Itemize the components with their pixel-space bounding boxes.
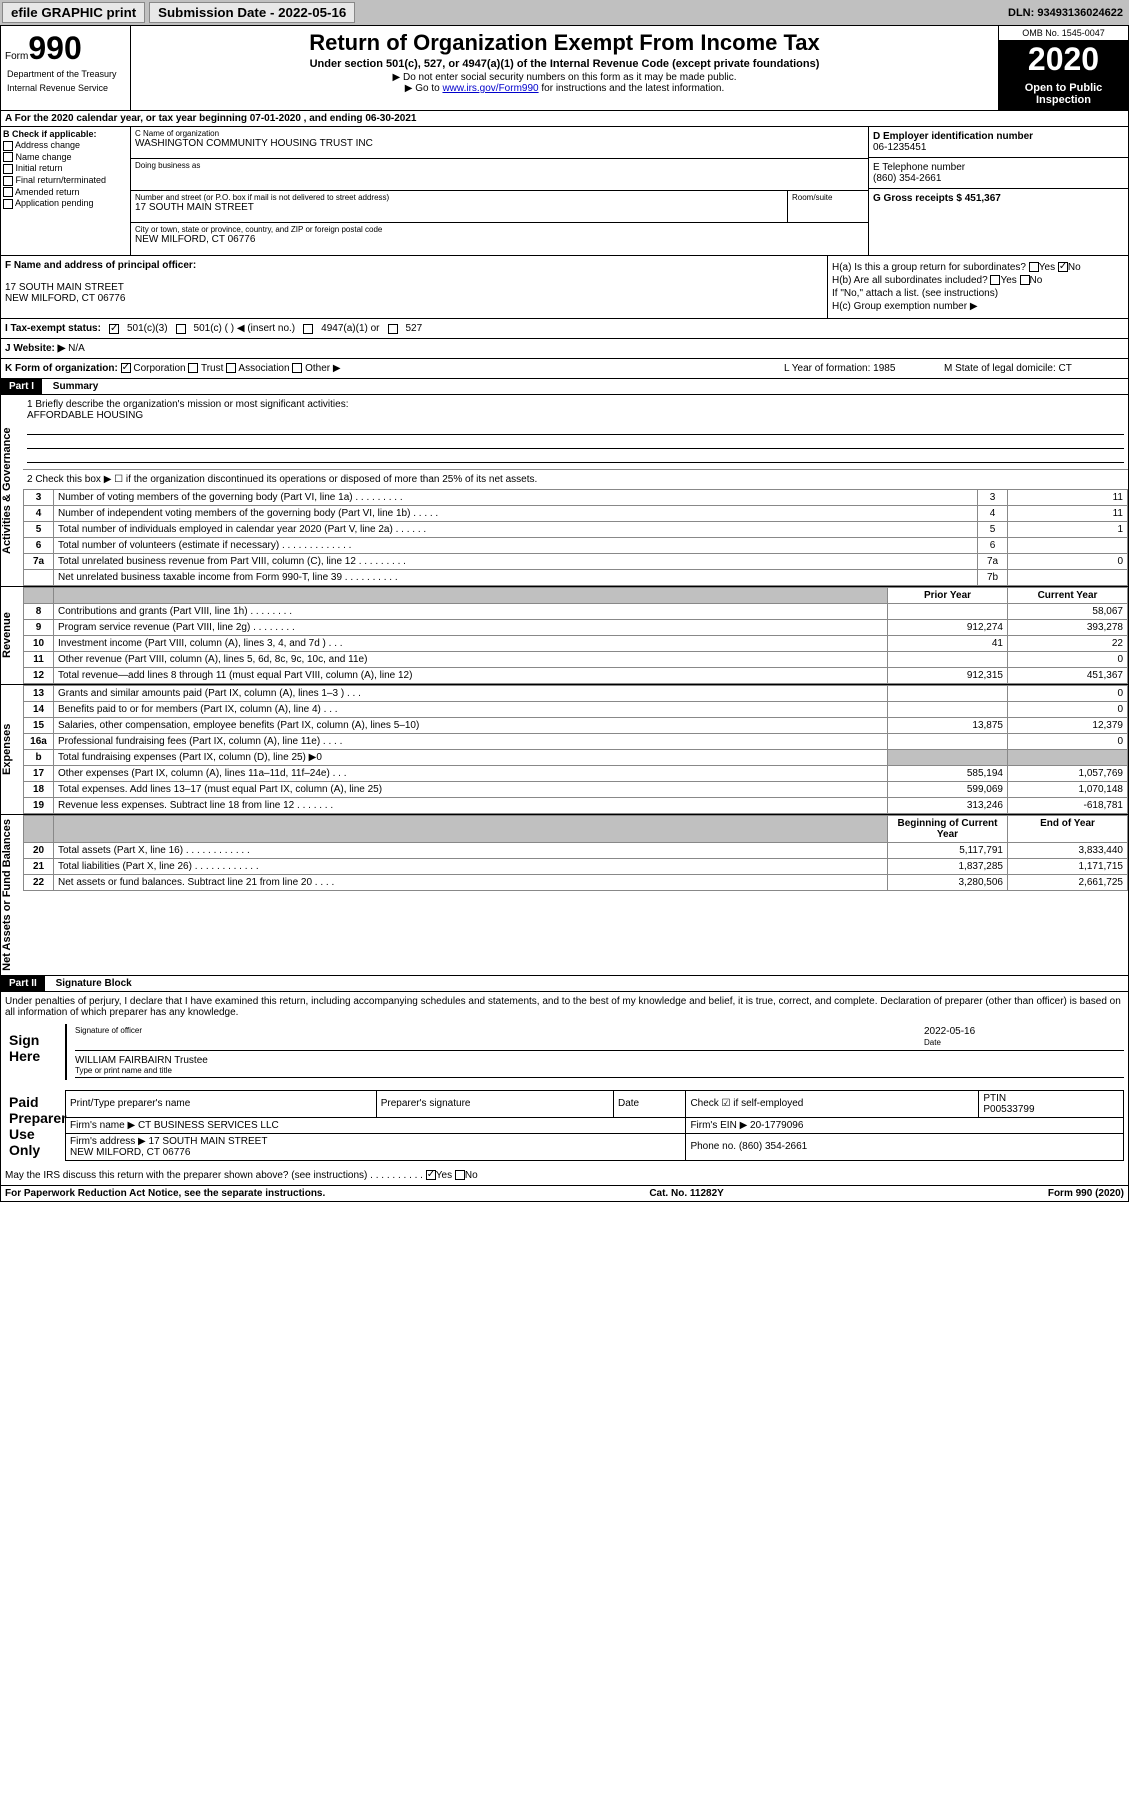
discuss-no-checkbox[interactable] <box>455 1170 465 1180</box>
cat-number: Cat. No. 11282Y <box>649 1188 723 1199</box>
hc-label: H(c) Group exemption number ▶ <box>832 301 1124 312</box>
year-formation: L Year of formation: 1985 <box>784 363 944 374</box>
submission-date-button[interactable]: Submission Date - 2022-05-16 <box>149 2 355 23</box>
self-employed: Check ☑ if self-employed <box>686 1090 979 1117</box>
check-option[interactable]: Name change <box>3 152 128 163</box>
check-option[interactable]: Initial return <box>3 163 128 174</box>
paid-preparer-label: Paid Preparer Use Only <box>5 1086 65 1166</box>
vert-revenue: Revenue <box>1 587 23 684</box>
efile-print-button[interactable]: efile GRAPHIC print <box>2 2 145 23</box>
527-checkbox[interactable] <box>388 324 398 334</box>
prep-name-label: Print/Type preparer's name <box>66 1090 377 1117</box>
ein-value: 06-1235451 <box>873 142 926 153</box>
city-label: City or town, state or province, country… <box>135 225 864 234</box>
hb-no-checkbox[interactable] <box>1020 275 1030 285</box>
section-k-label: K Form of organization: <box>5 363 118 374</box>
part-ii-title: Signature Block <box>56 978 132 989</box>
sig-date: 2022-05-16 <box>924 1026 975 1037</box>
k-checkbox[interactable] <box>188 363 198 373</box>
officer-addr2: NEW MILFORD, CT 06776 <box>5 293 125 304</box>
firm-name: CT BUSINESS SERVICES LLC <box>138 1120 279 1131</box>
perjury-text: Under penalties of perjury, I declare th… <box>5 996 1124 1018</box>
dept-irs: Internal Revenue Service <box>5 81 135 95</box>
check-option[interactable]: Final return/terminated <box>3 175 128 186</box>
firm-addr1: 17 SOUTH MAIN STREET <box>149 1136 268 1147</box>
k-checkbox[interactable] <box>121 363 131 373</box>
prep-date-label: Date <box>613 1090 685 1117</box>
form-number: 990 <box>28 30 81 66</box>
sign-here-label: Sign Here <box>5 1024 65 1080</box>
state-domicile: M State of legal domicile: CT <box>944 363 1124 374</box>
hb-yes-checkbox[interactable] <box>990 275 1000 285</box>
paperwork-notice: For Paperwork Reduction Act Notice, see … <box>5 1188 325 1199</box>
tax-status-label: I Tax-exempt status: <box>5 323 101 334</box>
firm-phone: (860) 354-2661 <box>739 1141 807 1152</box>
hb-note: If "No," attach a list. (see instruction… <box>832 288 1124 299</box>
gross-receipts: G Gross receipts $ 451,367 <box>873 193 1001 204</box>
ha-no-checkbox[interactable] <box>1058 262 1068 272</box>
firm-addr2: NEW MILFORD, CT 06776 <box>70 1147 190 1158</box>
dln-label: DLN: 93493136024622 <box>1008 7 1127 19</box>
k-checkbox[interactable] <box>292 363 302 373</box>
line2-text: 2 Check this box ▶ ☐ if the organization… <box>23 470 1128 489</box>
irs-link[interactable]: www.irs.gov/Form990 <box>442 83 538 94</box>
part-ii-header: Part II <box>1 976 45 991</box>
topbar: efile GRAPHIC print Submission Date - 20… <box>0 0 1129 25</box>
form-footer: Form 990 (2020) <box>1048 1188 1124 1199</box>
dept-treasury: Department of the Treasury <box>5 67 135 81</box>
form-subtitle: Under section 501(c), 527, or 4947(a)(1)… <box>135 58 994 70</box>
prep-sig-label: Preparer's signature <box>376 1090 613 1117</box>
org-name-label: C Name of organization <box>135 129 864 138</box>
website-label: J Website: ▶ <box>5 343 65 354</box>
501c3-checkbox[interactable] <box>109 324 119 334</box>
room-label: Room/suite <box>792 193 864 202</box>
vert-governance: Activities & Governance <box>1 395 23 586</box>
city-value: NEW MILFORD, CT 06776 <box>135 234 864 245</box>
vert-expenses: Expenses <box>1 685 23 814</box>
form-label: Form <box>5 51 28 62</box>
form-title: Return of Organization Exempt From Incom… <box>135 30 994 56</box>
ha-label: H(a) Is this a group return for subordin… <box>832 262 1026 273</box>
4947-checkbox[interactable] <box>303 324 313 334</box>
tax-year: 2020 <box>999 41 1128 78</box>
form-header: Form990 Department of the Treasury Inter… <box>0 25 1129 111</box>
firm-ein: 20-1779096 <box>750 1120 803 1131</box>
check-option[interactable]: Address change <box>3 140 128 151</box>
mission-label: 1 Briefly describe the organization's mi… <box>27 399 1124 410</box>
ptin-value: P00533799 <box>983 1104 1034 1115</box>
omb-number: OMB No. 1545-0047 <box>999 26 1128 41</box>
k-checkbox[interactable] <box>226 363 236 373</box>
street-label: Number and street (or P.O. box if mail i… <box>135 193 783 202</box>
discuss-label: May the IRS discuss this return with the… <box>5 1170 423 1181</box>
section-f-label: F Name and address of principal officer: <box>5 260 196 271</box>
hb-label: H(b) Are all subordinates included? <box>832 275 988 286</box>
sig-officer-label: Signature of officer <box>75 1026 924 1035</box>
street-value: 17 SOUTH MAIN STREET <box>135 202 783 213</box>
phone-label: E Telephone number <box>873 162 965 173</box>
ein-label: D Employer identification number <box>873 131 1033 142</box>
part-i-title: Summary <box>53 381 99 392</box>
discuss-yes-checkbox[interactable] <box>426 1170 436 1180</box>
ha-yes-checkbox[interactable] <box>1029 262 1039 272</box>
form-note2: ▶ Go to www.irs.gov/Form990 for instruct… <box>135 83 994 94</box>
check-option[interactable]: Application pending <box>3 198 128 209</box>
section-b: B Check if applicable: Address change Na… <box>1 127 131 255</box>
501c-checkbox[interactable] <box>176 324 186 334</box>
officer-addr1: 17 SOUTH MAIN STREET <box>5 282 124 293</box>
mission-text: AFFORDABLE HOUSING <box>27 410 1124 421</box>
check-option[interactable]: Amended return <box>3 187 128 198</box>
phone-value: (860) 354-2661 <box>873 173 941 184</box>
period-row: A For the 2020 calendar year, or tax yea… <box>0 111 1129 127</box>
website-value: N/A <box>68 343 85 354</box>
org-name: WASHINGTON COMMUNITY HOUSING TRUST INC <box>135 138 864 149</box>
dba-label: Doing business as <box>135 161 864 170</box>
officer-name-title: WILLIAM FAIRBAIRN Trustee <box>75 1055 1124 1066</box>
open-public-badge: Open to Public Inspection <box>999 78 1128 110</box>
part-i-header: Part I <box>1 379 42 394</box>
form-note1: ▶ Do not enter social security numbers o… <box>135 72 994 83</box>
vert-netassets: Net Assets or Fund Balances <box>1 815 23 975</box>
